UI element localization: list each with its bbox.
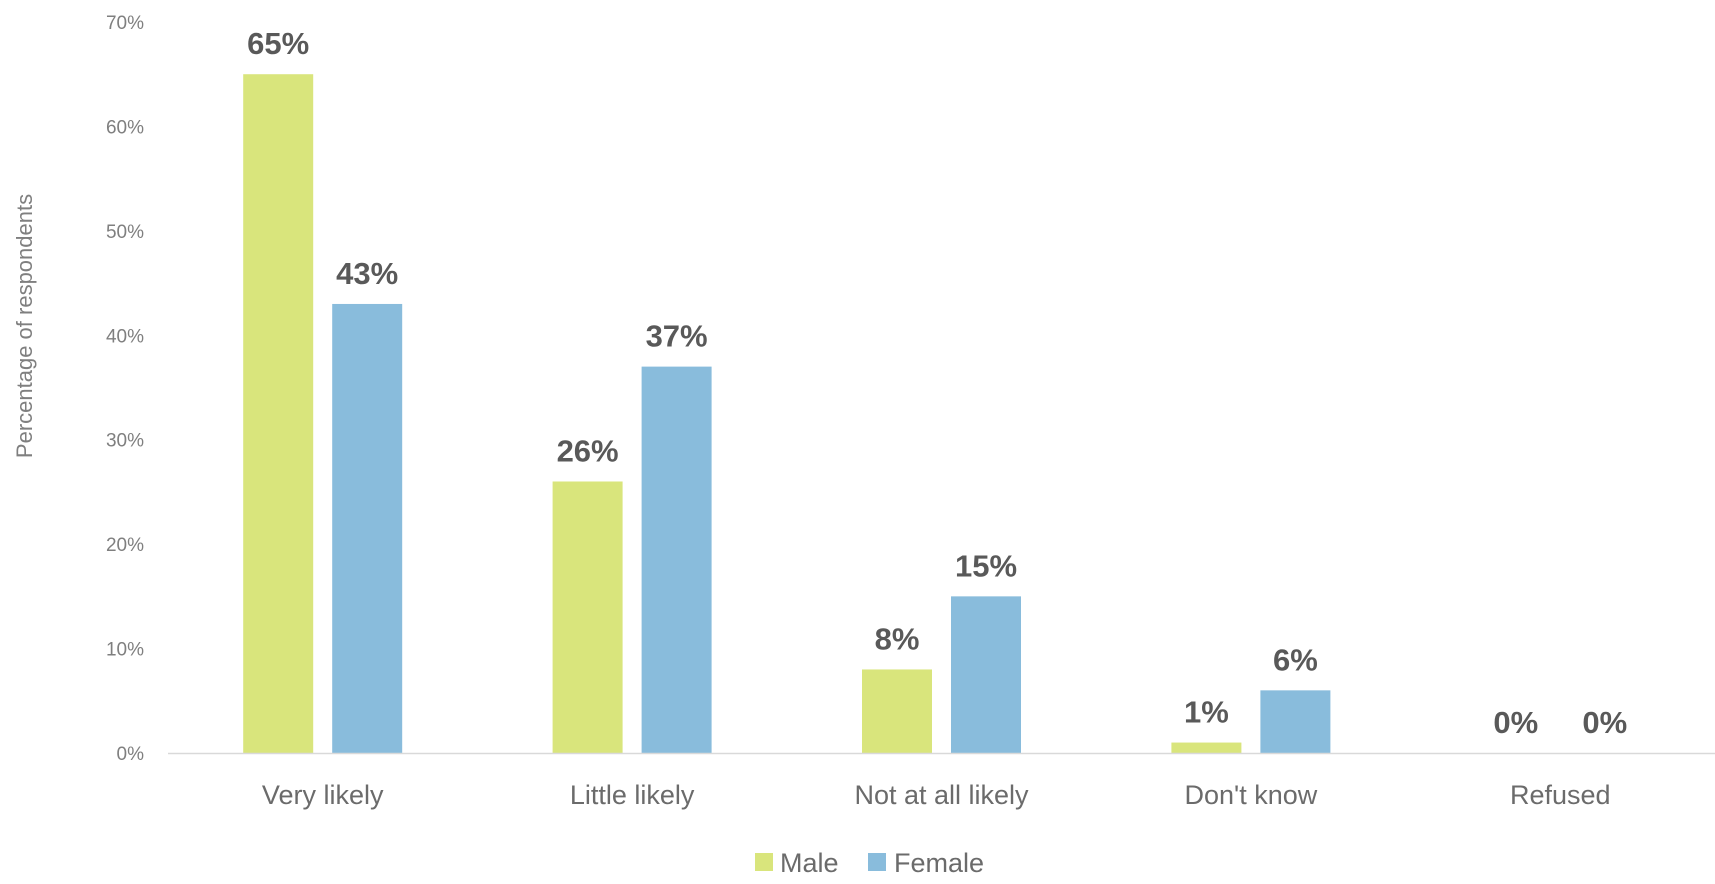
legend-swatch-male: [755, 853, 773, 871]
legend-label-male: Male: [780, 848, 839, 878]
y-tick-label: 10%: [106, 640, 144, 661]
category-label: Little likely: [570, 780, 695, 810]
data-label-male-2: 8%: [875, 621, 920, 656]
legend-swatch-female: [868, 853, 886, 871]
y-tick-label: 20%: [106, 535, 144, 556]
bar-female-1: [641, 366, 712, 753]
category-label: Refused: [1510, 780, 1611, 810]
legend: Male Female: [755, 848, 984, 878]
data-label-female-4: 0%: [1582, 705, 1627, 740]
data-label-female-2: 15%: [955, 548, 1017, 583]
y-axis-title: Percentage of respondents: [12, 194, 37, 458]
data-label-male-3: 1%: [1184, 695, 1229, 730]
data-label-male-1: 26%: [557, 433, 619, 468]
category-label: Don't know: [1185, 780, 1318, 810]
y-tick-label: 40%: [106, 326, 144, 347]
data-label-female-0: 43%: [336, 256, 398, 291]
y-tick-label: 30%: [106, 431, 144, 452]
bar-female-3: [1260, 690, 1331, 753]
bar-male-0: [243, 74, 314, 753]
y-tick-label: 60%: [106, 117, 144, 138]
legend-label-female: Female: [894, 848, 984, 878]
category-labels: Very likely Little likely Not at all likel…: [262, 780, 1611, 810]
category-label: Not at all likely: [854, 780, 1029, 810]
bar-male-1: [552, 481, 623, 753]
bar-female-2: [951, 596, 1021, 753]
data-label-female-1: 37%: [646, 319, 708, 354]
bar-male-3: [1171, 742, 1242, 753]
y-tick-label: 50%: [106, 222, 144, 243]
bars: [243, 74, 1331, 753]
bar-female-0: [332, 303, 403, 753]
y-tick-label: 0%: [117, 744, 145, 765]
category-label: Very likely: [262, 780, 384, 810]
data-label-male-0: 65%: [247, 26, 309, 61]
bar-male-2: [862, 669, 932, 753]
data-label-female-3: 6%: [1273, 642, 1318, 677]
y-axis-ticks: 0% 10% 20% 30% 40% 50% 60% 70%: [106, 13, 144, 765]
y-tick-label: 70%: [106, 13, 144, 34]
data-label-male-4: 0%: [1493, 705, 1538, 740]
data-labels: 65% 43% 26% 37% 8% 15% 1% 6% 0% 0%: [247, 26, 1627, 740]
